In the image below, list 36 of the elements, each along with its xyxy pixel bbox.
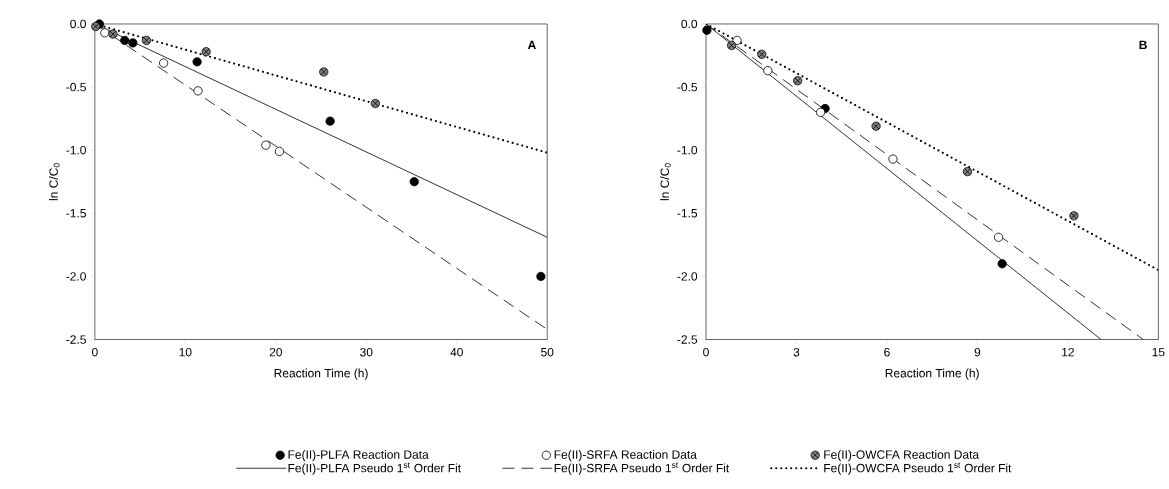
x-tick-label: 12	[1062, 347, 1074, 357]
y-tick-label: -2.5	[677, 335, 698, 344]
annotation: A	[527, 40, 536, 49]
y-tick-label: 0.0	[70, 19, 86, 29]
x-tick-label: 30	[360, 347, 373, 357]
legend-label: Fe(II)-OWCFA Reaction Data	[824, 449, 980, 462]
x-tick-label: 50	[541, 347, 554, 357]
legend-label: Fe(II)-OWCFA Pseudo 1$^{st}$ Order Fit	[824, 462, 1012, 475]
y-tick-label: -1.0	[677, 145, 698, 155]
y-tick-label: -1.5	[677, 208, 698, 218]
legend-label: Fe(II)-SRFA Reaction Data	[554, 449, 697, 462]
x-axis-title: Reaction Time (h)	[274, 368, 368, 380]
legend-label: Fe(II)-SRFA Pseudo 1$^{st}$ Order Fit	[554, 462, 730, 475]
x-tick-label: 0	[92, 347, 98, 357]
x-tick-label: 20	[269, 347, 282, 357]
annotation: B	[1139, 40, 1147, 49]
legend-label: Fe(II)-PLFA Pseudo 1$^{st}$ Order Fit	[288, 462, 461, 475]
x-tick-label: 3	[793, 347, 800, 357]
y-tick-label: -2.5	[66, 335, 86, 344]
legend-label: Fe(II)-PLFA Reaction Data	[288, 449, 429, 462]
x-tick-label: 40	[450, 347, 463, 357]
y-tick-label: -2.0	[677, 272, 698, 281]
x-axis-title: Reaction Time (h)	[885, 368, 979, 380]
y-tick-label: -0.5	[66, 82, 86, 92]
x-tick-label: 6	[884, 347, 890, 357]
y-tick-label: -0.5	[677, 82, 698, 92]
x-tick-label: 0	[703, 347, 709, 357]
x-tick-label: 9	[974, 347, 981, 357]
x-tick-label: 15	[1152, 347, 1165, 357]
y-tick-label: -1.0	[66, 145, 86, 155]
y-tick-label: 0.0	[681, 19, 698, 29]
y-axis-title: ln C/C$_{0}$	[660, 163, 671, 201]
x-tick-label: 10	[179, 347, 192, 357]
y-tick-label: -2.0	[66, 272, 86, 281]
y-axis-title: ln C/C$_{0}$	[49, 163, 60, 201]
y-tick-label: -1.5	[66, 208, 86, 218]
